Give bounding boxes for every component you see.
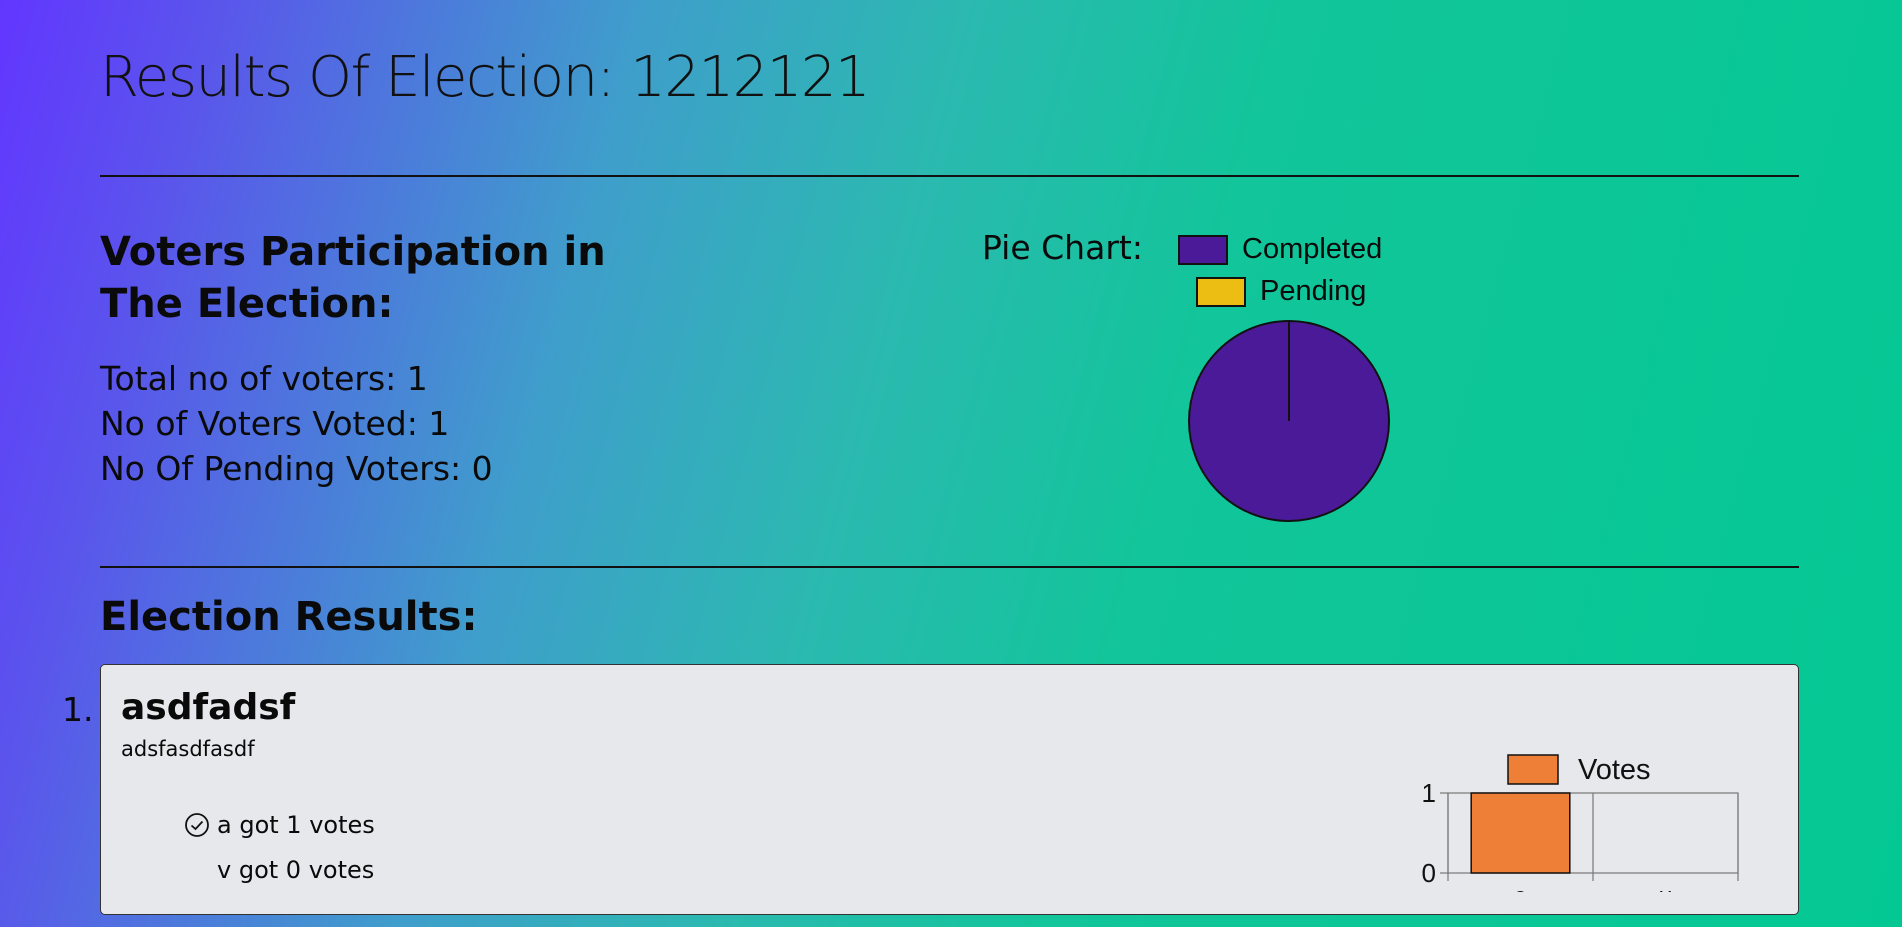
pending-voters: No Of Pending Voters: 0 [100, 446, 493, 491]
divider [100, 175, 1799, 177]
pie-legend-completed: Completed [1178, 233, 1382, 266]
bar-legend-swatch [1508, 755, 1558, 784]
voted-voters: No of Voters Voted: 1 [100, 401, 493, 446]
candidate-title: asdfadsf [121, 687, 295, 728]
x-tick-label: v [1660, 883, 1671, 892]
vote-line: v got 0 votes [217, 856, 374, 884]
votes-bar-chart: Votes 0 1 a v [1410, 707, 1785, 892]
vote-line: a got 1 votes [217, 811, 375, 839]
page-title: Results Of Election: 1212121 [100, 42, 869, 114]
legend-swatch-completed [1178, 235, 1228, 265]
legend-label-completed: Completed [1242, 233, 1382, 266]
list-number: 1. [62, 690, 94, 729]
participation-stats: Total no of voters: 1 No of Voters Voted… [100, 356, 493, 491]
bar-a [1471, 793, 1570, 873]
bar-legend-label: Votes [1578, 754, 1651, 786]
legend-swatch-pending [1196, 277, 1246, 307]
total-voters: Total no of voters: 1 [100, 356, 493, 401]
check-circle-icon [184, 812, 210, 838]
results-heading: Election Results: [100, 594, 477, 640]
pie-legend-pending: Pending [1196, 275, 1366, 308]
pie-chart [1185, 317, 1393, 525]
y-tick-label: 1 [1422, 778, 1436, 808]
x-tick-label: a [1514, 883, 1527, 892]
candidate-card: asdfadsf adsfasdfasdf a got 1 votes v go… [100, 664, 1799, 915]
pie-chart-label: Pie Chart: [982, 228, 1143, 267]
divider [100, 566, 1799, 568]
legend-label-pending: Pending [1260, 275, 1366, 308]
participation-heading: Voters Participation in The Election: [100, 226, 640, 330]
y-tick-label: 0 [1422, 858, 1436, 888]
candidate-description: adsfasdfasdf [121, 737, 255, 761]
